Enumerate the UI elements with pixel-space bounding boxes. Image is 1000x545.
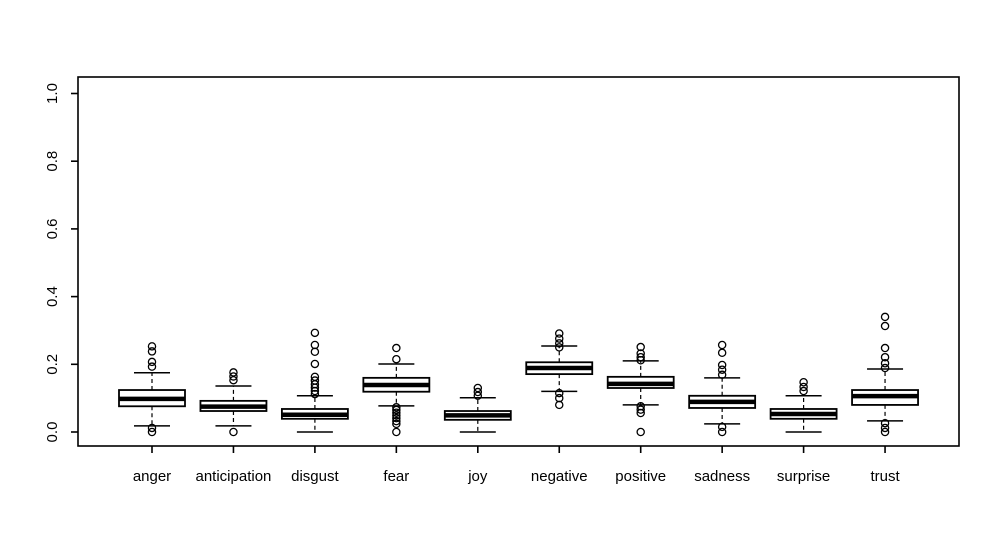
outlier-point bbox=[473, 391, 483, 401]
outlier-point bbox=[799, 386, 808, 396]
outlier-point bbox=[392, 411, 401, 420]
outlier-point bbox=[229, 427, 238, 437]
boxplot-sadness bbox=[688, 340, 757, 437]
outlier-point bbox=[636, 408, 645, 418]
outlier-point bbox=[392, 416, 401, 426]
outlier-point bbox=[717, 370, 727, 380]
outlier-point bbox=[636, 427, 645, 437]
outlier-point bbox=[880, 427, 890, 437]
outlier-point bbox=[799, 377, 808, 387]
x-tick-label-anger: anger bbox=[133, 468, 171, 485]
outlier-point bbox=[636, 342, 645, 352]
outlier-point bbox=[880, 363, 890, 373]
y-tick-label: 1.0 bbox=[44, 83, 61, 104]
outlier-point bbox=[229, 375, 238, 385]
boxplot-surprise bbox=[769, 377, 838, 433]
outlier-point bbox=[310, 389, 320, 399]
y-tick-label: 0.2 bbox=[44, 354, 61, 375]
outlier-point bbox=[310, 347, 320, 357]
boxplot-negative bbox=[525, 329, 594, 410]
outlier-point bbox=[636, 352, 645, 362]
boxplot-anger bbox=[118, 342, 186, 437]
outlier-point bbox=[147, 342, 157, 351]
x-tick-label-disgust: disgust bbox=[291, 468, 339, 485]
x-tick-label-trust: trust bbox=[870, 468, 900, 485]
outlier-point bbox=[717, 422, 727, 432]
outlier-point bbox=[147, 427, 157, 437]
outlier-point bbox=[392, 419, 401, 429]
y-axis: 0.0 0.2 0.4 0.6 0.8 1.0 bbox=[44, 83, 78, 442]
outlier-point bbox=[799, 382, 808, 392]
outlier-point bbox=[473, 387, 483, 397]
outlier-point bbox=[880, 343, 890, 353]
outlier-point bbox=[636, 355, 645, 365]
outlier-point bbox=[310, 383, 320, 392]
outlier-point bbox=[392, 427, 401, 437]
boxplot-disgust bbox=[280, 328, 349, 433]
outlier-point bbox=[880, 423, 890, 433]
outlier-point bbox=[880, 321, 890, 331]
outlier-point bbox=[310, 359, 320, 369]
outlier-point bbox=[392, 343, 401, 353]
x-tick-label-joy: joy bbox=[467, 468, 488, 485]
outlier-point bbox=[880, 312, 890, 322]
x-tick-label-anticipation: anticipation bbox=[196, 468, 272, 485]
y-tick-label: 0.6 bbox=[44, 218, 61, 239]
x-tick-label-surprise: surprise bbox=[777, 468, 830, 485]
outlier-point bbox=[555, 400, 564, 410]
x-tick-label-sadness: sadness bbox=[694, 468, 750, 485]
outlier-point bbox=[880, 352, 890, 362]
outlier-point bbox=[717, 365, 727, 374]
y-tick-label: 0.8 bbox=[44, 151, 61, 172]
outlier-point bbox=[717, 348, 727, 358]
outlier-point bbox=[147, 357, 157, 367]
x-tick-label-fear: fear bbox=[383, 468, 409, 485]
outlier-point bbox=[880, 359, 890, 368]
outlier-point bbox=[636, 405, 645, 414]
outlier-point bbox=[310, 386, 320, 396]
boxplot-joy bbox=[443, 383, 512, 433]
outlier-point bbox=[717, 360, 727, 370]
x-tick-label-negative: negative bbox=[531, 468, 588, 485]
x-tick-label-positive: positive bbox=[615, 468, 666, 485]
outlier-point bbox=[392, 405, 401, 415]
boxplot-positive bbox=[606, 342, 675, 437]
outlier-point bbox=[310, 328, 320, 338]
outlier-point bbox=[392, 408, 401, 417]
outlier-point bbox=[392, 354, 401, 364]
outlier-point bbox=[880, 418, 890, 428]
outlier-point bbox=[555, 329, 564, 338]
outlier-point bbox=[147, 423, 157, 433]
y-tick-label: 0.4 bbox=[44, 286, 61, 307]
outlier-point bbox=[555, 339, 564, 348]
outlier-point bbox=[555, 388, 564, 398]
outlier-point bbox=[717, 427, 727, 437]
x-axis: anger anticipation disgust fear joy negative p… bbox=[133, 446, 900, 485]
y-tick-label: 0.0 bbox=[44, 422, 61, 443]
outlier-point bbox=[147, 347, 157, 356]
outlier-point bbox=[555, 343, 564, 352]
outlier-point bbox=[392, 403, 401, 412]
outlier-point bbox=[392, 413, 401, 423]
outlier-point bbox=[147, 362, 157, 371]
outlier-point bbox=[229, 372, 238, 381]
outlier-point bbox=[555, 334, 564, 343]
plot-border bbox=[77, 76, 960, 447]
boxplot-trust bbox=[851, 312, 919, 437]
boxplot-anticipation bbox=[199, 368, 268, 437]
boxplot-fear bbox=[362, 343, 431, 437]
